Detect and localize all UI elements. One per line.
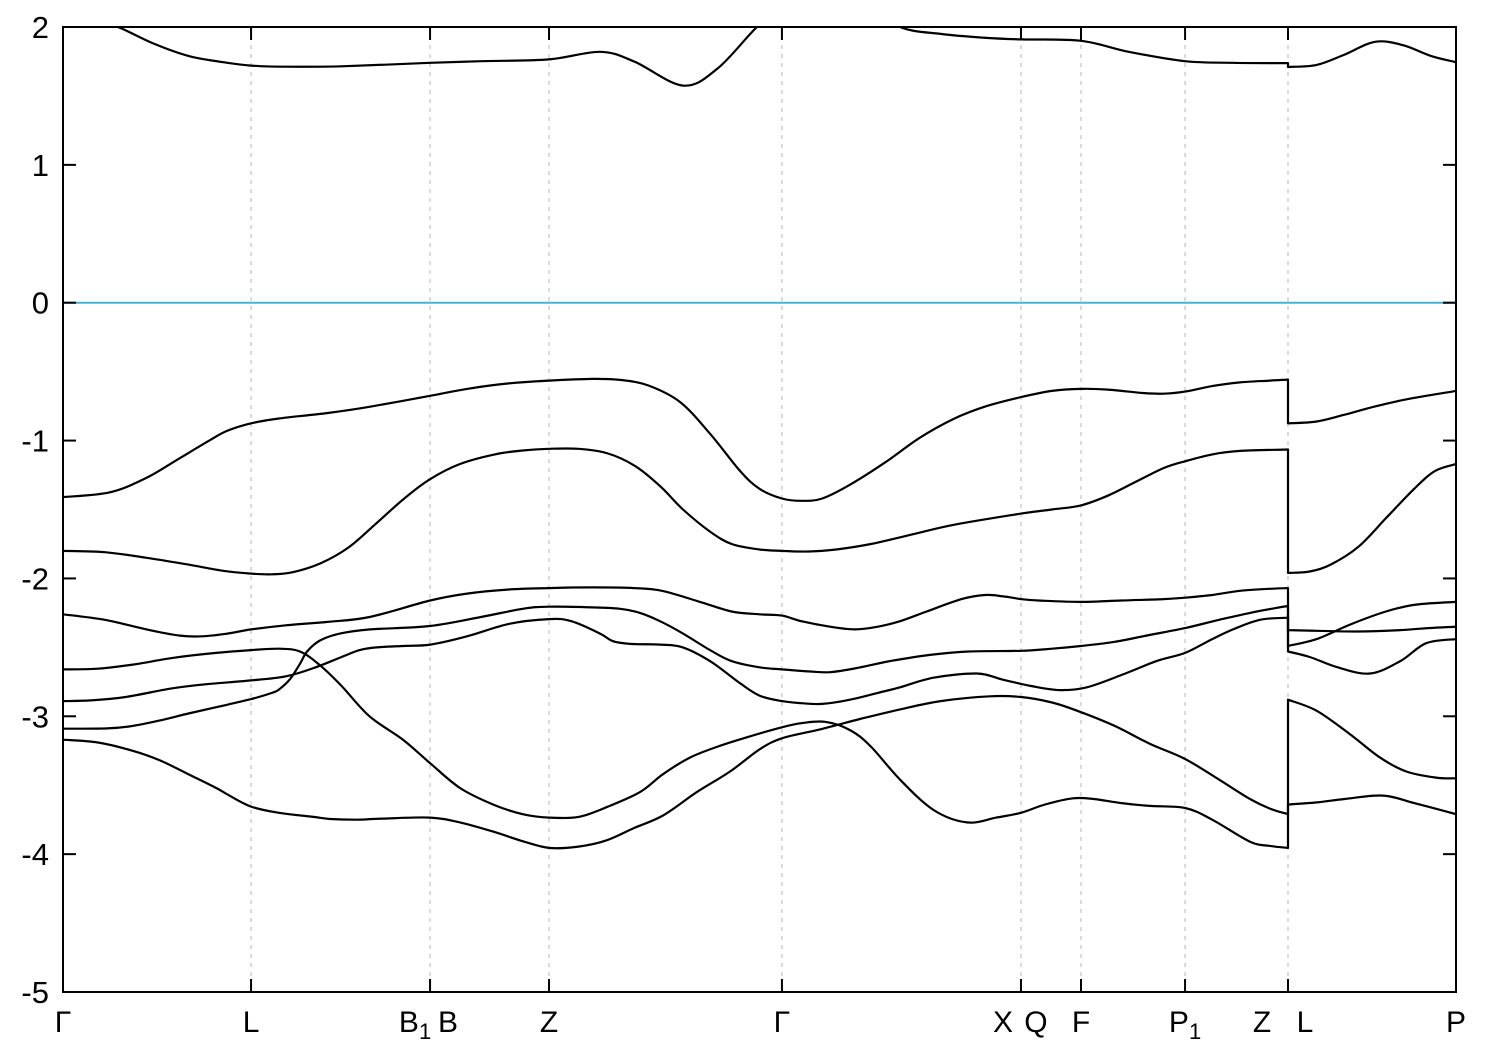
x-tick-label-subscript: 1 [419,1019,431,1044]
valence-band-1-line [63,377,1456,502]
y-tick-label: -1 [21,424,49,459]
valence-band-4-line [63,647,1456,849]
valence-band-7-line [63,694,1456,850]
x-tick-label: X [993,1006,1013,1039]
valence-band-2-line [63,447,1456,576]
y-tick-label: -3 [21,699,49,734]
x-tick-label: P [1446,1006,1466,1039]
x-tick-label: L [1297,1006,1314,1039]
x-tick-label: Z [540,1006,558,1039]
x-tick-label-subscript: 1 [1189,1019,1201,1044]
y-tick-label: -5 [21,975,49,1010]
y-tick-label: 1 [32,148,49,183]
x-tick-label: F [1072,1006,1090,1039]
axis-box [62,26,1457,993]
tick-marks [62,26,1457,993]
y-axis-labels: 2 1 0 -1 -2 -3 -4 -5 [21,10,49,1010]
bands [63,27,1456,850]
x-tick-label: Q [1024,1006,1047,1039]
y-tick-label: -2 [21,561,49,596]
x-axis-labels: Γ L B1 B Z Γ X Q F P1 Z L P [55,1006,1466,1044]
x-tick-label: P1 [1169,1006,1201,1044]
x-tick-label: Γ [55,1006,72,1039]
valence-band-6-line [63,600,1456,730]
y-tick-label: 0 [32,286,49,321]
x-tick-label: L [243,1006,260,1039]
y-tick-label: 2 [32,10,49,45]
valence-band-3-line [63,586,1456,638]
x-tick-label: B [438,1006,458,1039]
x-tick-label: Z [1253,1006,1271,1039]
y-tick-label: -4 [21,837,49,872]
valence-band-5-line [63,616,1456,706]
x-tick-label: Γ [774,1006,791,1039]
conduction-band-line [114,27,1456,87]
